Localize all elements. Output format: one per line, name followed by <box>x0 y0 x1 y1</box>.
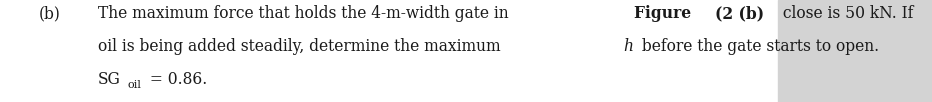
Bar <box>778 0 932 102</box>
Text: oil: oil <box>128 80 142 90</box>
Text: (b): (b) <box>39 5 61 22</box>
Text: close is 50 kN. If: close is 50 kN. If <box>778 5 913 22</box>
Text: Figure: Figure <box>634 5 696 22</box>
Text: SG: SG <box>98 71 121 88</box>
Text: h: h <box>624 38 634 55</box>
Text: = 0.86.: = 0.86. <box>145 71 208 88</box>
Text: oil is being added steadily, determine the maximum: oil is being added steadily, determine t… <box>98 38 505 55</box>
Text: (2 (b): (2 (b) <box>715 5 763 22</box>
Text: The maximum force that holds the 4-m-width gate in: The maximum force that holds the 4-m-wid… <box>98 5 514 22</box>
Text: before the gate starts to open.: before the gate starts to open. <box>637 38 879 55</box>
